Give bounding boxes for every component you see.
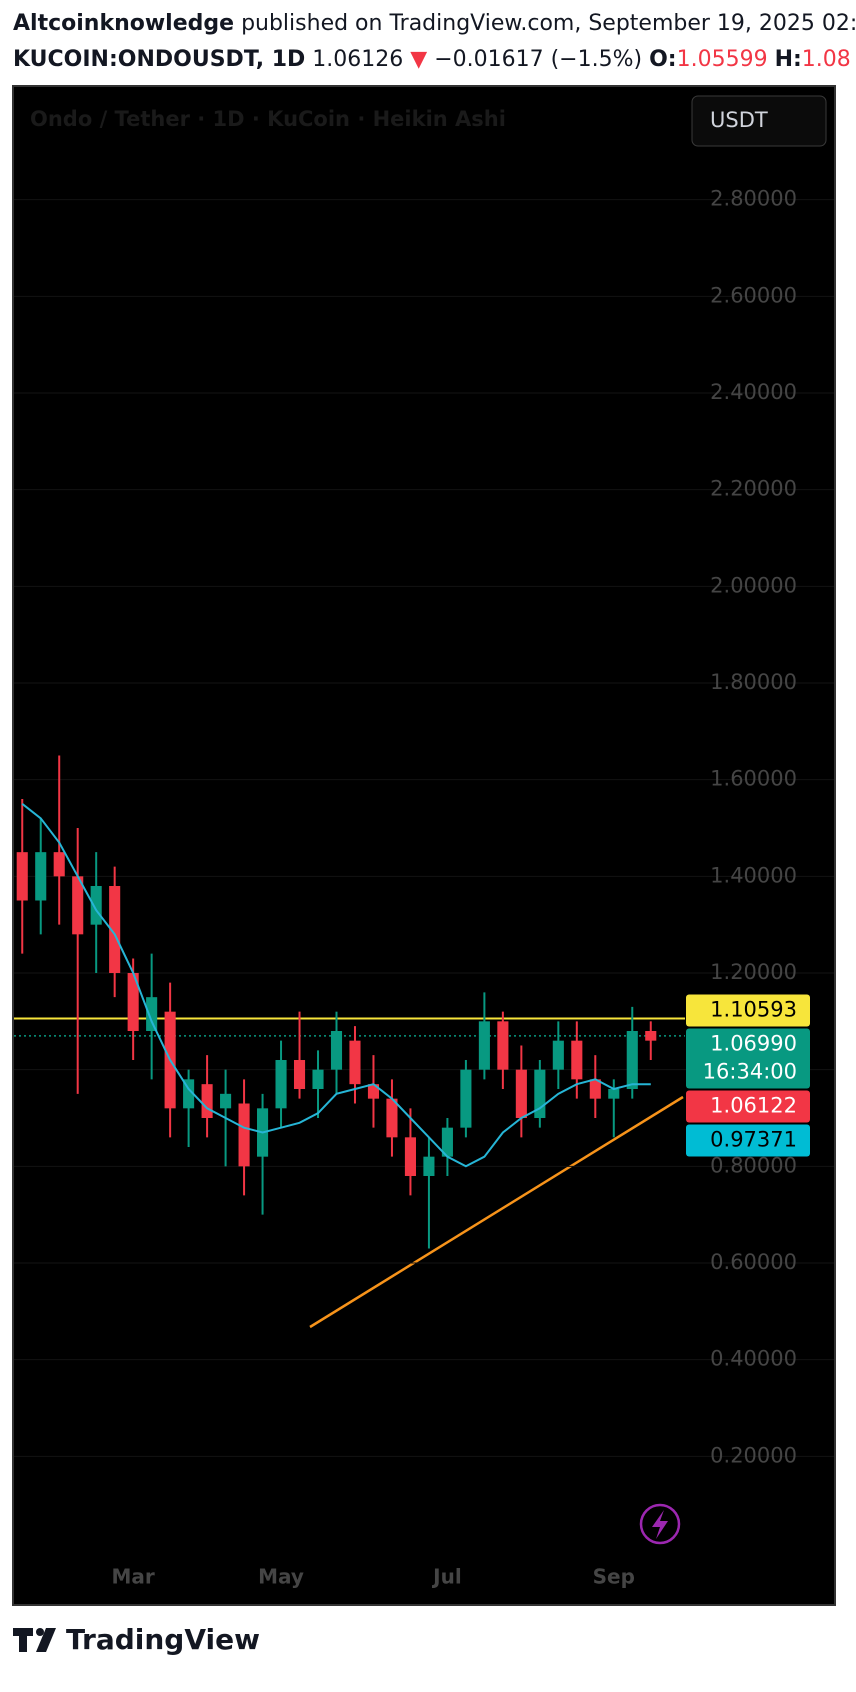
y-tick-label: 0.80000 <box>710 1153 797 1177</box>
candle-body <box>146 997 158 1031</box>
y-tick-label: 0.20000 <box>710 1443 797 1467</box>
currency-button[interactable] <box>691 95 827 147</box>
candle-body <box>293 1060 306 1089</box>
x-tick-label: Mar <box>112 1565 155 1589</box>
x-tick-label: May <box>258 1565 304 1589</box>
candle-body <box>589 1079 601 1099</box>
candle-body <box>275 1060 287 1109</box>
header-line-2: KUCOIN:ONDOUSDT, 1D 1.06126 ▼ −0.01617 (… <box>13 42 856 78</box>
candle-body <box>238 1103 250 1167</box>
logo-dot <box>36 1628 44 1636</box>
candle-body <box>608 1089 620 1099</box>
candle-body <box>404 1137 416 1176</box>
change: −0.01617 (−1.5%) <box>434 47 643 72</box>
y-tick-label: 2.20000 <box>710 477 797 501</box>
y-tick-label: 1.40000 <box>710 863 797 887</box>
alert-icon-bolt <box>652 1510 668 1539</box>
candle-body <box>423 1156 435 1176</box>
candle-body <box>330 1031 343 1070</box>
candle-body <box>183 1079 195 1109</box>
chart-frame <box>12 85 836 1606</box>
open-label: O: <box>649 47 677 72</box>
y-tick-label: 0.40000 <box>710 1347 797 1371</box>
candle-body <box>386 1098 398 1138</box>
y-tick-label: 0.60000 <box>710 1250 797 1274</box>
open-value: 1.05599 <box>676 47 768 72</box>
candle-body <box>201 1084 213 1118</box>
y-tick-label: 1.80000 <box>710 670 797 694</box>
candle-body <box>478 1021 490 1070</box>
footer-brand: TradingView <box>66 1623 260 1656</box>
candle-body <box>645 1031 657 1041</box>
alert-icon[interactable] <box>639 1503 681 1545</box>
footer-logo <box>13 1628 56 1652</box>
price-tag-label: 1.10593 <box>710 997 797 1021</box>
symbol: KUCOIN:ONDOUSDT, 1D <box>13 47 306 72</box>
candle-body <box>312 1069 324 1089</box>
price-tag-label: 1.06990 <box>710 1031 797 1055</box>
high-label: H: <box>774 47 802 72</box>
price-tag <box>686 1124 810 1157</box>
y-tick-label: 1.60000 <box>710 767 797 791</box>
candle-body <box>16 852 28 901</box>
countdown: 16:34:00 <box>703 1059 797 1083</box>
candle-body <box>367 1084 380 1099</box>
header: Altcoinknowledge published on TradingVie… <box>13 6 856 78</box>
y-tick-label: 2.40000 <box>710 380 797 404</box>
logo-slash <box>36 1628 56 1652</box>
price-tag <box>686 1090 810 1123</box>
header-line-1: Altcoinknowledge published on TradingVie… <box>13 6 856 42</box>
candle-body <box>552 1040 564 1070</box>
candle-body <box>127 973 139 1031</box>
x-tick-label: Jul <box>431 1565 462 1589</box>
price-tag <box>686 994 810 1027</box>
y-tick-label: 2.00000 <box>710 573 797 597</box>
price-tag-label: 1.06122 <box>710 1093 797 1117</box>
trend-line <box>309 1095 684 1329</box>
logo-mark <box>13 1628 33 1652</box>
y-tick-label: 1.20000 <box>710 960 797 984</box>
author: Altcoinknowledge <box>13 11 235 36</box>
y-tick-label: 2.60000 <box>710 283 797 307</box>
candle-body <box>534 1069 546 1118</box>
candle-body <box>349 1040 361 1085</box>
candle-body <box>441 1127 453 1157</box>
candle-body <box>72 876 84 935</box>
candle-body <box>626 1031 638 1089</box>
candle-body <box>90 886 102 925</box>
candle-body <box>35 852 47 901</box>
high-value: 1.08 <box>801 47 851 72</box>
candle-body <box>497 1021 509 1070</box>
currency-button-label: USDT <box>710 108 768 132</box>
candle-body <box>109 886 121 973</box>
candle-body <box>571 1040 583 1080</box>
candle-body <box>220 1093 232 1109</box>
moving-average <box>21 803 651 1168</box>
y-tick-label: 2.80000 <box>710 187 797 211</box>
published: published on TradingView.com, September … <box>241 11 856 36</box>
x-tick-label: Sep <box>593 1565 635 1589</box>
price-tag-label: 0.97371 <box>710 1127 797 1151</box>
price-tag <box>686 1028 810 1089</box>
chart-title: Ondo / Tether · 1D · KuCoin · Heikin Ash… <box>30 107 506 131</box>
change-arrow: ▼ <box>410 47 428 72</box>
last-price: 1.06126 <box>312 47 404 72</box>
candle-body <box>460 1069 472 1128</box>
candle-body <box>53 852 65 877</box>
candle-body <box>515 1069 527 1118</box>
